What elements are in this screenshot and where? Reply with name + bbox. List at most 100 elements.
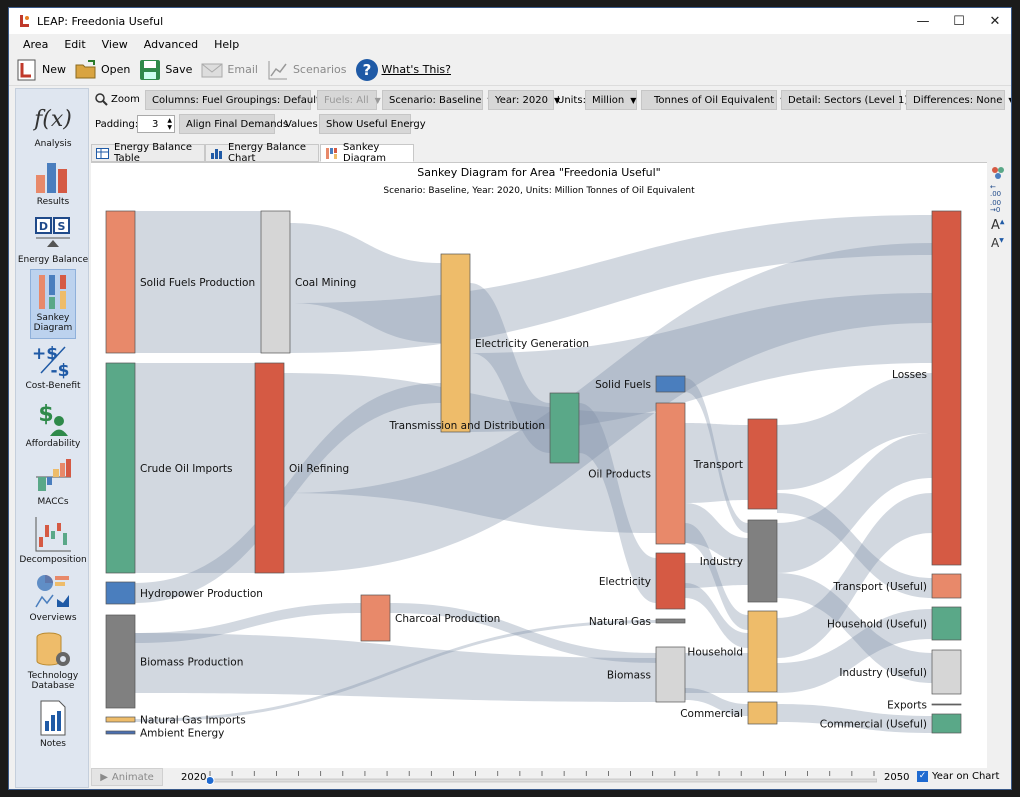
sankey-link-biomass-to-household[interactable]	[685, 653, 748, 693]
sidebar-item-technology-database[interactable]: Technology Database	[16, 631, 90, 691]
sankey-link-transport-to-transport-useful-[interactable]	[777, 493, 932, 598]
zoom-button[interactable]: Zoom	[95, 93, 140, 106]
sankey-node-losses[interactable]	[931, 210, 962, 566]
columns-dropdown[interactable]: Columns: Fuel Groupings: Default▼	[145, 90, 332, 110]
sankey-node-biomass[interactable]	[655, 646, 686, 703]
differences-dropdown[interactable]: Differences: None ▼	[906, 90, 1011, 110]
sankey-link-commercial-to-commercial-useful-[interactable]	[777, 704, 932, 733]
menu-help[interactable]: Help	[214, 37, 240, 51]
fuels-dropdown[interactable]: Fuels: All ▼	[317, 90, 381, 110]
sankey-link-charcoal-production-to-biomass[interactable]	[390, 603, 656, 663]
sankey-link-industry-to-losses[interactable]	[777, 433, 932, 573]
sidebar-item-notes[interactable]: Notes	[16, 699, 90, 749]
increase-font-icon[interactable]: A▲	[991, 218, 1005, 233]
stepper-arrows-icon[interactable]: ▲ ▼	[167, 117, 172, 131]
new-button[interactable]: New	[15, 58, 66, 82]
sankey-link-electricity-to-industry[interactable]	[685, 563, 748, 588]
sidebar-item-maccs[interactable]: MACCs	[16, 457, 90, 507]
sidebar-item-decomposition[interactable]: Decomposition	[16, 515, 90, 565]
sankey-node-natural-gas[interactable]	[655, 618, 686, 624]
sankey-link-industry-to-industry-useful-[interactable]	[777, 573, 932, 683]
tab-energy-balance-chart[interactable]: Energy Balance Chart	[205, 142, 319, 164]
tab-energy-balance-table[interactable]: Energy Balance Table	[91, 142, 205, 164]
sankey-node-oil-refining[interactable]	[254, 362, 285, 574]
sankey-link-biomass-production-to-charcoal-production[interactable]	[135, 603, 361, 643]
sankey-node-industry[interactable]	[747, 519, 778, 603]
sankey-link-oil-products-to-transport[interactable]	[685, 423, 748, 503]
sankey-link-electricity-to-household[interactable]	[685, 583, 748, 648]
email-button[interactable]: Email	[200, 58, 258, 82]
animate-button[interactable]: ▶ Animate	[91, 768, 163, 786]
sidebar-item-results[interactable]: Results	[16, 157, 90, 207]
sankey-node-charcoal-production[interactable]	[360, 594, 391, 642]
menu-view[interactable]: View	[101, 37, 128, 51]
sankey-link-oil-refining-to-losses[interactable]	[284, 243, 932, 573]
year-on-chart-checkbox[interactable]: ✓ Year on Chart	[917, 771, 999, 782]
minimize-button[interactable]: —	[916, 13, 930, 29]
sidebar-item-sankey-diagram[interactable]: Sankey Diagram	[16, 269, 90, 339]
increase-decimals-icon[interactable]: ← .00	[990, 183, 1002, 198]
sankey-node-natural-gas-imports[interactable]	[105, 716, 136, 723]
sankey-link-transport-to-losses[interactable]	[777, 373, 932, 490]
decrease-decimals-icon[interactable]: .00 →0	[990, 199, 1002, 214]
sankey-link-crude-oil-imports-to-oil-refining[interactable]	[135, 363, 255, 573]
whats-this-button[interactable]: ? What's This?	[355, 58, 451, 82]
sankey-node-ambient-energy[interactable]	[105, 730, 136, 735]
sankey-node-transport-useful-[interactable]	[931, 573, 962, 599]
sankey-link-coal-mining-to-electricity-generation[interactable]	[290, 223, 441, 343]
sankey-node-biomass-production[interactable]	[105, 614, 136, 709]
sankey-node-electricity[interactable]	[655, 552, 686, 610]
sidebar-item-overviews[interactable]: Overviews	[16, 573, 90, 623]
year-slider[interactable]	[205, 770, 878, 786]
show-useful-energy-toggle[interactable]: Show Useful Energy	[319, 114, 426, 134]
sankey-link-household-to-household-useful-[interactable]	[777, 609, 932, 693]
padding-stepper[interactable]: 3 ▲ ▼	[137, 115, 175, 133]
sankey-link-household-to-losses[interactable]	[777, 493, 932, 658]
align-final-demands-button[interactable]: Align Final Demands	[179, 114, 288, 134]
sankey-node-household-useful-[interactable]	[931, 606, 962, 641]
year-dropdown[interactable]: Year: 2020 ▼	[488, 90, 560, 110]
slider-thumb[interactable]	[205, 776, 215, 785]
sankey-node-commercial[interactable]	[747, 701, 778, 725]
scenarios-button[interactable]: Scenarios	[266, 58, 347, 82]
scenario-dropdown[interactable]: Scenario: Baseline▼	[382, 90, 494, 110]
tab-sankey-diagram[interactable]: Sankey Diagram	[320, 142, 414, 164]
sankey-node-hydropower-production[interactable]	[105, 581, 136, 605]
sankey-link-oil-products-to-industry[interactable]	[685, 503, 748, 563]
sankey-node-commercial-useful-[interactable]	[931, 713, 962, 734]
sankey-link-electricity-generation-to-transmission-and-distribution[interactable]	[470, 283, 550, 453]
units-scale-dropdown[interactable]: Million ▼	[585, 90, 637, 110]
sankey-link-solid-fuels-production-to-coal-mining[interactable]	[135, 211, 261, 353]
close-button[interactable]: ✕	[989, 13, 1001, 29]
sankey-node-exports[interactable]	[931, 703, 962, 706]
sankey-link-natural-gas-imports-to-natural-gas[interactable]	[135, 620, 656, 722]
decrease-font-icon[interactable]: A▼	[991, 236, 1004, 250]
sankey-link-biomass-to-commercial[interactable]	[685, 688, 748, 716]
sankey-node-crude-oil-imports[interactable]	[105, 362, 136, 574]
sankey-link-transmission-and-distribution-to-electricity[interactable]	[579, 403, 656, 603]
sankey-link-oil-products-to-household[interactable]	[685, 523, 748, 630]
sankey-link-hydropower-production-to-electricity-generation[interactable]	[135, 383, 441, 603]
units-dropdown[interactable]: Tonnes of Oil Equivalent▼	[641, 90, 786, 110]
open-button[interactable]: Open	[74, 58, 130, 82]
menu-advanced[interactable]: Advanced	[143, 37, 199, 51]
sankey-link-solid-fuels-to-industry[interactable]	[685, 378, 748, 533]
color-palette-icon[interactable]	[991, 166, 1005, 180]
sankey-node-solid-fuels-production[interactable]	[105, 210, 136, 354]
sankey-node-household[interactable]	[747, 610, 778, 693]
sankey-node-transport[interactable]	[747, 418, 778, 510]
sidebar-item-affordability[interactable]: $ Affordability	[16, 399, 90, 449]
sankey-link-electricity-generation-to-losses[interactable]	[470, 293, 932, 432]
sankey-node-industry-useful-[interactable]	[931, 649, 962, 695]
maximize-button[interactable]: ☐	[953, 13, 965, 29]
values-toggle[interactable]: Values	[285, 119, 318, 130]
sankey-node-transmission-and-distribution[interactable]	[549, 392, 580, 464]
detail-dropdown[interactable]: Detail: Sectors (Level 1)▼	[781, 90, 920, 110]
menu-area[interactable]: Area	[23, 37, 49, 51]
save-button[interactable]: Save	[138, 58, 192, 82]
sankey-node-oil-products[interactable]	[655, 402, 686, 545]
sankey-diagram[interactable]: Sankey Diagram for Area "Freedonia Usefu…	[91, 163, 987, 769]
menu-edit[interactable]: Edit	[64, 37, 86, 51]
sankey-node-solid-fuels[interactable]	[655, 375, 686, 393]
